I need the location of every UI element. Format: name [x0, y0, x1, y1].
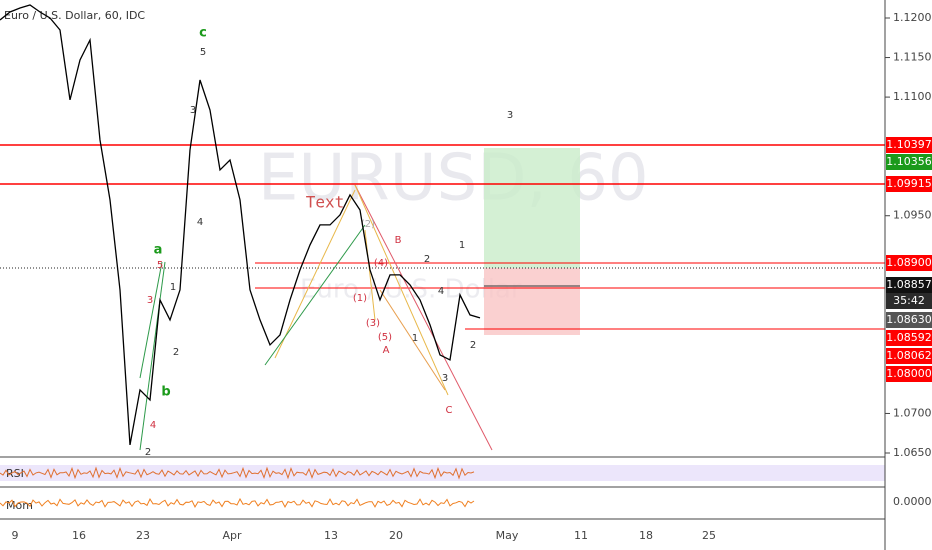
- wave-label: 2: [470, 340, 476, 351]
- wave-label: B: [395, 235, 402, 246]
- trend-line: [139, 261, 163, 379]
- trend-line: [139, 261, 166, 451]
- price-tag-label: 1.08592: [886, 331, 932, 344]
- trend-line: [264, 224, 366, 366]
- price-tag: [886, 348, 932, 364]
- trend-line: [354, 184, 493, 451]
- wave-label: b: [161, 385, 170, 400]
- x-tick-label: Apr: [222, 529, 242, 542]
- price-tag: [886, 255, 932, 271]
- wave-label: 2: [424, 254, 430, 265]
- wave-label: 4: [438, 286, 444, 297]
- price-tag: [886, 277, 932, 293]
- price-tag-label: 1.10397: [886, 138, 932, 151]
- wave-label: 3: [507, 110, 513, 121]
- wave-label: A: [383, 345, 390, 356]
- wave-label: 5: [157, 260, 163, 271]
- price-tag-label: 1.10356: [886, 155, 932, 168]
- watermark-symbol: EURUSD, 60: [258, 142, 649, 216]
- y-tick-label: 1.09500: [893, 209, 932, 222]
- wave-label: a: [154, 243, 163, 258]
- profit-zone: [484, 148, 580, 268]
- price-tag-label: 35:42: [893, 294, 925, 307]
- x-tick-label: 9: [12, 529, 19, 542]
- mom-line: [0, 497, 475, 508]
- x-tick-label: 11: [574, 529, 588, 542]
- price-tag-label: 1.08062: [886, 349, 932, 362]
- wave-label: (4): [374, 258, 388, 269]
- wave-label: (1): [353, 293, 367, 304]
- wave-label: 3: [147, 295, 153, 306]
- symbol-title: Euro / U.S. Dollar, 60, IDC: [4, 9, 145, 22]
- wave-label: (2): [361, 219, 375, 230]
- trend-line: [379, 289, 446, 391]
- rsi-line: [0, 466, 475, 480]
- wave-label: (5): [378, 332, 392, 343]
- y-tick-label: 1.11000: [893, 90, 932, 103]
- x-tick-label: 20: [389, 529, 403, 542]
- price-tag-label: 1.08900: [886, 256, 932, 269]
- x-tick-label: May: [496, 529, 519, 542]
- price-tag-label: 1.08630: [886, 313, 932, 326]
- x-tick-label: 13: [324, 529, 338, 542]
- price-tag-label: 1.08857: [886, 278, 932, 291]
- trend-line: [274, 189, 356, 359]
- trend-line: [364, 229, 376, 321]
- x-tick-label: 23: [136, 529, 150, 542]
- wave-label: Text: [306, 193, 345, 212]
- y-tick-label: 1.06500: [893, 446, 932, 459]
- wave-label: C: [446, 405, 453, 416]
- price-tag: [886, 293, 932, 309]
- x-tick-label: 25: [702, 529, 716, 542]
- price-tag: [886, 137, 932, 153]
- price-line: [0, 4, 481, 446]
- loss-zone: [484, 268, 580, 335]
- wave-label: 3: [190, 105, 196, 116]
- mom-tick: 0.00000: [893, 495, 932, 508]
- wave-label: 4: [197, 217, 203, 228]
- rsi-band: [0, 465, 885, 481]
- wave-label: 1: [170, 282, 176, 293]
- rsi-label: RSI: [6, 467, 24, 480]
- wave-label: (3): [366, 318, 380, 329]
- wave-label: 3: [442, 373, 448, 384]
- wave-label: c: [199, 26, 207, 41]
- price-tag: [886, 366, 932, 382]
- price-tag-label: 1.08000: [886, 367, 932, 380]
- y-tick-label: 1.12000: [893, 11, 932, 24]
- wave-label: 1: [412, 333, 418, 344]
- y-tick-label: 1.11500: [893, 51, 932, 64]
- price-tag: [886, 154, 932, 170]
- price-tag: [886, 176, 932, 192]
- price-tag: [886, 330, 932, 346]
- trend-line: [354, 184, 449, 396]
- wave-label: 2: [173, 347, 179, 358]
- wave-label: 1: [459, 240, 465, 251]
- x-tick-label: 18: [639, 529, 653, 542]
- price-tag: [886, 312, 932, 328]
- wave-label: 2: [145, 447, 151, 458]
- x-tick-label: 16: [72, 529, 86, 542]
- y-tick-label: 1.07000: [893, 406, 932, 419]
- price-tag-label: 1.09915: [886, 177, 932, 190]
- wave-label: 4: [150, 420, 156, 431]
- wave-label: 5: [200, 47, 206, 58]
